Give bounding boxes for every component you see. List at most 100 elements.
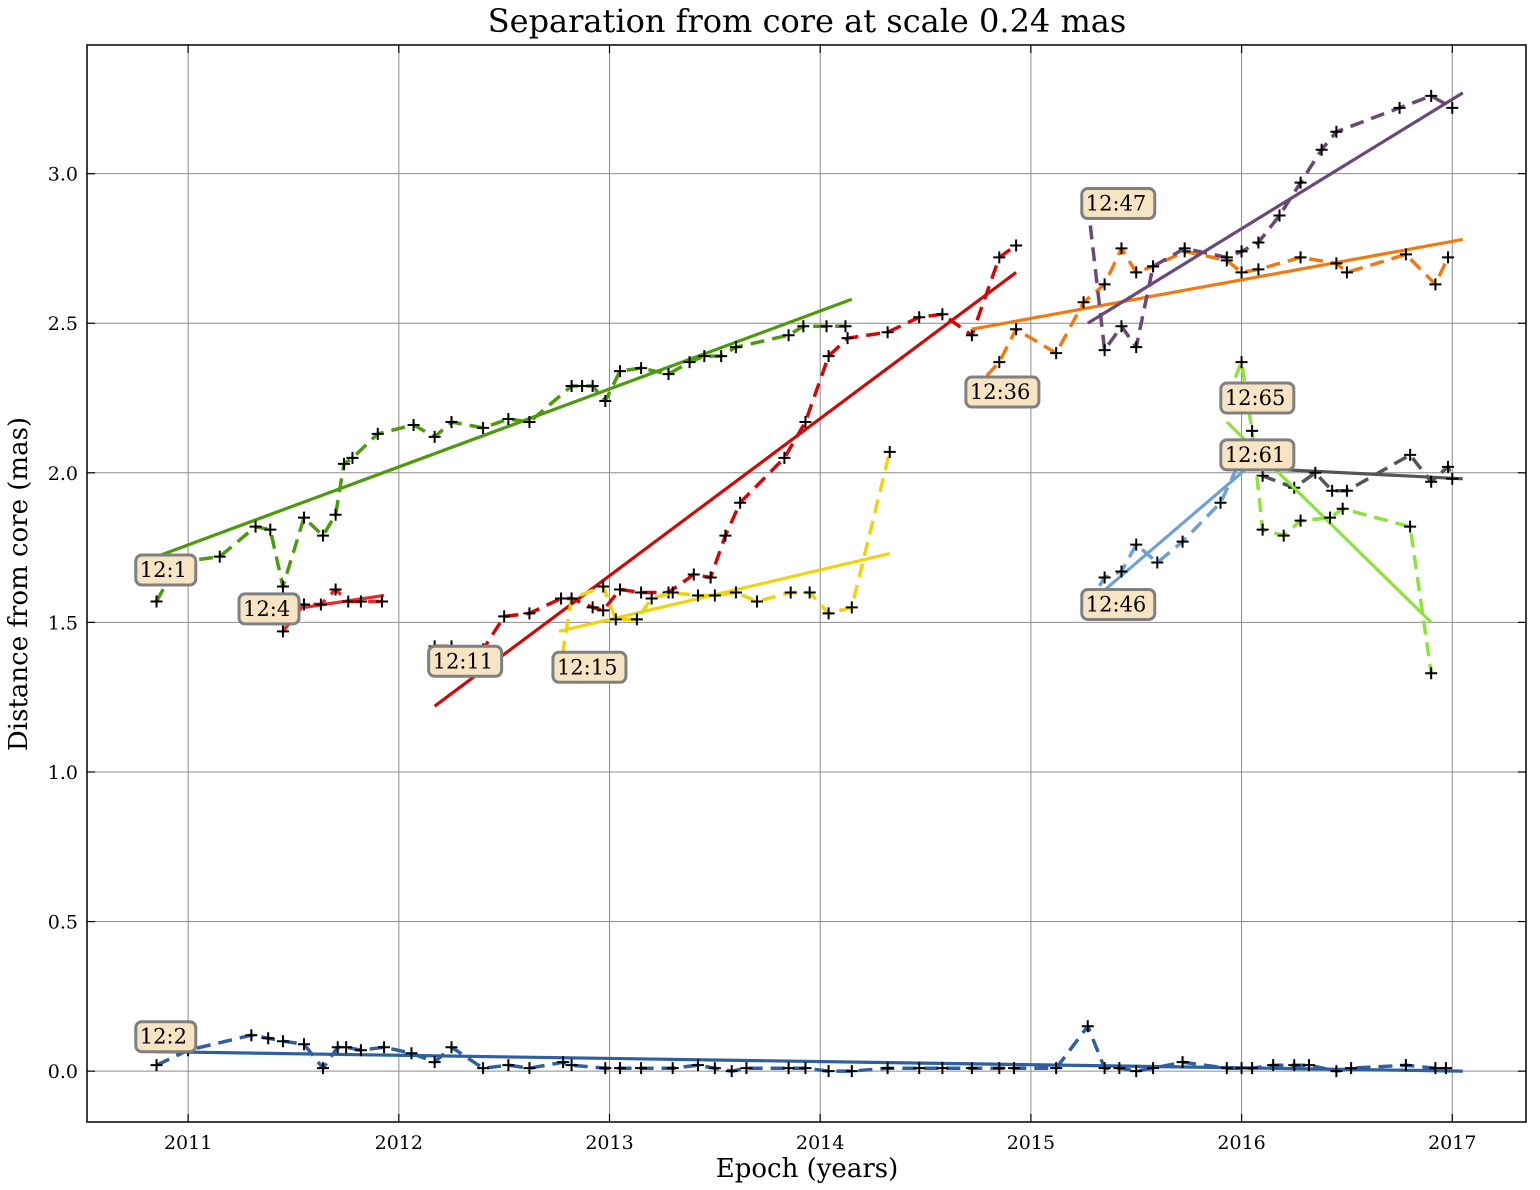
data-point-marker (734, 496, 747, 509)
data-point-marker (329, 508, 342, 521)
data-point-marker (378, 1041, 391, 1054)
series-12-15 (552, 445, 896, 683)
data-point-marker (276, 1035, 289, 1048)
data-point-marker (719, 529, 732, 542)
data-point-marker (913, 1062, 926, 1075)
annotation-label: 12:47 (1086, 192, 1147, 216)
data-point-marker (1115, 242, 1128, 255)
data-point-marker (881, 326, 894, 339)
series-12-2 (150, 1020, 1463, 1078)
x-tick-label: 2015 (1007, 1132, 1055, 1154)
data-point-marker (614, 583, 627, 596)
annotation-box (134, 553, 198, 587)
data-point-marker (635, 1062, 648, 1075)
data-point-marker (407, 418, 420, 431)
data-point-marker (609, 613, 622, 626)
data-point-marker (799, 415, 812, 428)
x-tick-label: 2014 (796, 1132, 844, 1154)
data-point-marker (502, 1059, 515, 1072)
data-point-marker (822, 1065, 835, 1078)
data-point-marker (881, 1062, 894, 1075)
data-point-marker (965, 329, 978, 342)
data-point-marker (276, 625, 289, 638)
data-point-marker (1336, 502, 1349, 515)
data-point-marker (276, 580, 289, 593)
data-point-marker (1252, 236, 1265, 249)
data-point-marker (498, 610, 511, 623)
data-point-marker (150, 1059, 163, 1072)
data-point-marker (839, 320, 852, 333)
data-point-marker (245, 1029, 258, 1042)
data-point-marker (1098, 571, 1111, 584)
data-point-marker (1446, 101, 1459, 114)
data-point-marker (1130, 538, 1143, 551)
tick-layer: 2011 2012 2013 2014 2015 2016 2017 0.0 0.5 1.0 1.5… (48, 45, 1526, 1154)
data-point-marker (262, 1032, 275, 1045)
data-point-marker (635, 586, 648, 599)
data-point-marker (822, 607, 835, 620)
data-point-marker (298, 511, 311, 524)
data-point-marker (1098, 1062, 1111, 1075)
data-point-marker (354, 1044, 367, 1057)
data-point-marker (729, 341, 742, 354)
data-point-marker (635, 362, 648, 375)
data-point-marker (797, 320, 810, 333)
data-point-marker (298, 1038, 311, 1051)
data-point-marker (645, 592, 658, 605)
data-point-marker (1220, 1062, 1233, 1075)
data-point-marker (965, 1062, 978, 1075)
data-point-marker (1330, 1065, 1343, 1078)
data-point-marker (1235, 245, 1248, 258)
data-point-marker (778, 451, 791, 464)
y-tick-label: 1.5 (48, 612, 78, 634)
data-point-marker (1277, 529, 1290, 542)
x-tick-label: 2017 (1428, 1132, 1476, 1154)
data-point-marker (523, 607, 536, 620)
data-point-marker (1345, 1062, 1358, 1075)
annotation-label: 12:46 (1086, 592, 1147, 616)
data-point-marker (523, 1062, 536, 1075)
data-point-marker (405, 1047, 418, 1060)
data-point-marker (715, 350, 728, 363)
data-point-marker (249, 520, 262, 533)
data-point-marker (150, 595, 163, 608)
data-point-marker (213, 550, 226, 563)
data-point-marker (666, 1062, 679, 1075)
x-axis-label: Epoch (years) (716, 1154, 898, 1184)
series-layer (150, 89, 1464, 1078)
y-tick-label: 1.0 (48, 762, 78, 784)
data-point-marker (1246, 424, 1259, 437)
data-point-marker (993, 356, 1006, 369)
data-point-marker (342, 595, 355, 608)
data-point-marker (799, 1062, 812, 1075)
data-point-marker (445, 415, 458, 428)
series-dashed-line (1086, 94, 1454, 352)
data-point-marker (883, 445, 896, 458)
data-point-marker (1010, 239, 1023, 252)
data-point-marker (687, 568, 700, 581)
y-tick-label: 0.0 (48, 1061, 78, 1083)
data-point-marker (1267, 1059, 1280, 1072)
data-point-marker (662, 368, 675, 381)
data-point-marker (784, 586, 797, 599)
data-point-marker (1235, 266, 1248, 279)
data-point-marker (1326, 484, 1339, 497)
data-point-marker (691, 1059, 704, 1072)
data-point-marker (1294, 251, 1307, 264)
series-fit-line (971, 237, 1464, 331)
annotation-box (1219, 381, 1296, 415)
data-point-marker (597, 580, 610, 593)
data-point-marker (428, 1056, 441, 1069)
data-point-marker (477, 421, 490, 434)
data-point-marker (477, 1062, 490, 1075)
data-point-marker (1442, 460, 1455, 473)
annotation-box (1080, 587, 1157, 621)
x-tick-label: 2013 (585, 1132, 633, 1154)
data-point-marker (698, 350, 711, 363)
data-point-marker (371, 427, 384, 440)
data-point-marker (750, 595, 763, 608)
data-point-marker (1130, 1065, 1143, 1078)
data-point-marker (1425, 475, 1438, 488)
data-point-marker (1302, 1059, 1315, 1072)
x-tick-label: 2016 (1217, 1132, 1265, 1154)
